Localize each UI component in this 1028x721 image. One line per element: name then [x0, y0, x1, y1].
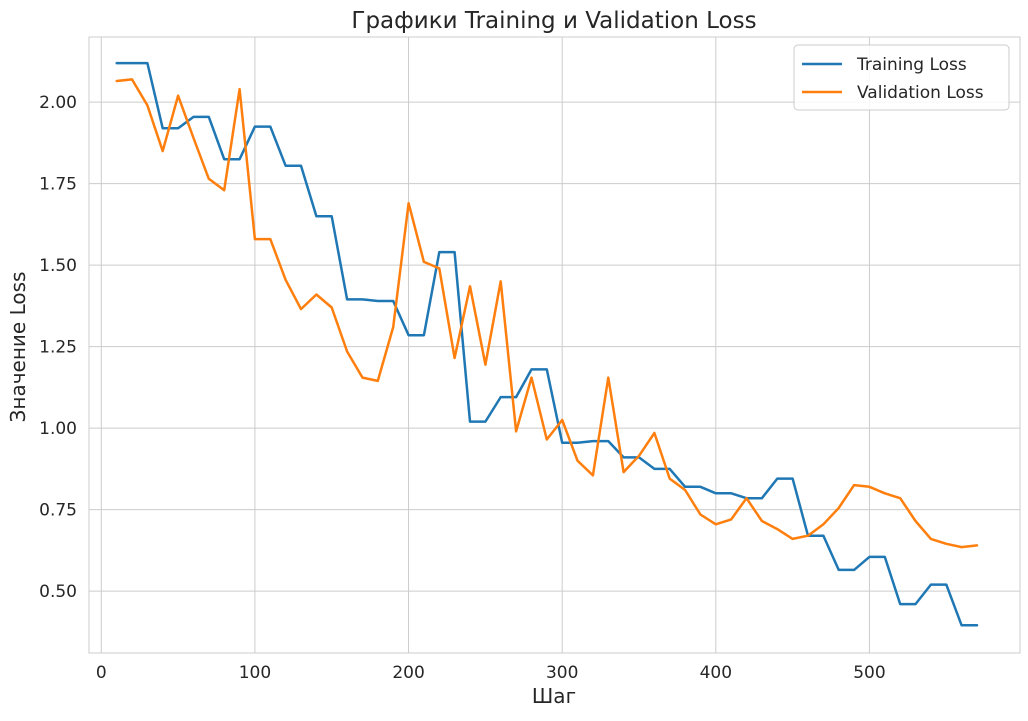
x-tick-label: 0: [96, 663, 107, 683]
x-tick-label: 300: [546, 663, 578, 683]
y-tick-label: 1.75: [39, 175, 77, 195]
x-tick-label: 500: [853, 663, 885, 683]
y-tick-label: 1.50: [39, 256, 77, 276]
y-tick-label: 1.25: [39, 338, 77, 358]
series-line-validation-loss: [115, 78, 979, 549]
plot-frame: [88, 36, 1021, 654]
y-axis-label: Значение Loss: [6, 272, 30, 423]
x-tick-label: 100: [239, 663, 271, 683]
legend-label-training-loss: Training Loss: [856, 55, 967, 75]
y-tick-label: 0.50: [39, 582, 77, 602]
grid: [89, 37, 1020, 653]
x-tick-label: 400: [700, 663, 732, 683]
y-tick-label: 2.00: [39, 93, 77, 113]
x-axis-label: Шаг: [532, 684, 576, 708]
y-tick-label: 1.00: [39, 419, 77, 439]
legend-box: [793, 44, 1010, 111]
series-line-training-loss: [115, 61, 979, 627]
tick-labels: 0 100 200 300 400 500 0.50 0.75 1.00 1.25 1.50 1.75…: [39, 93, 886, 683]
chart-title: Графики Training и Validation Loss: [351, 8, 756, 34]
series-lines: [115, 61, 979, 627]
legend: Training Loss Validation Loss: [793, 44, 1010, 111]
x-tick-label: 200: [392, 663, 424, 683]
legend-label-validation-loss: Validation Loss: [857, 83, 984, 103]
y-tick-label: 0.75: [39, 501, 77, 521]
